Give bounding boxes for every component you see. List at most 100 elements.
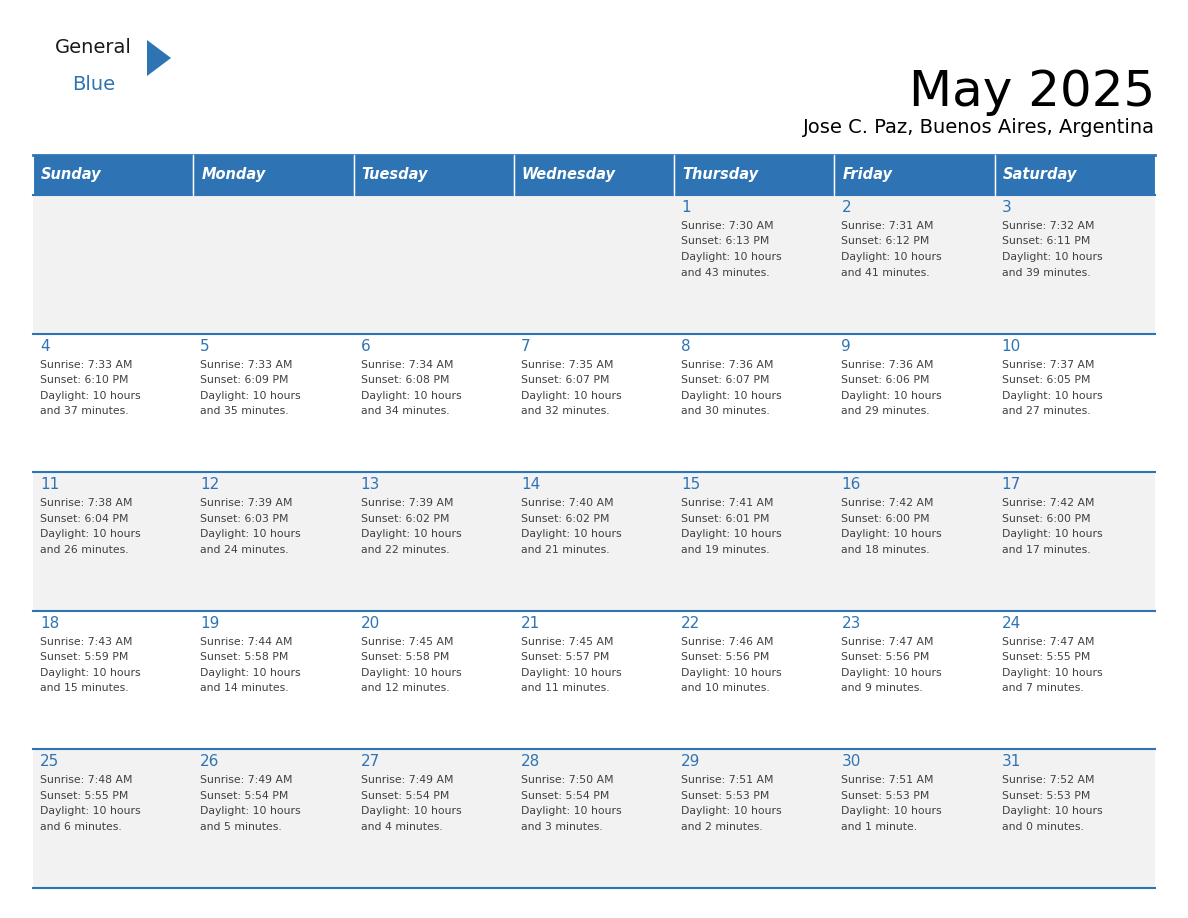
- Text: Daylight: 10 hours: Daylight: 10 hours: [40, 390, 140, 400]
- Text: and 6 minutes.: and 6 minutes.: [40, 822, 121, 832]
- Text: Sunrise: 7:42 AM: Sunrise: 7:42 AM: [1001, 498, 1094, 509]
- Text: Daylight: 10 hours: Daylight: 10 hours: [1001, 667, 1102, 677]
- Text: Daylight: 10 hours: Daylight: 10 hours: [361, 529, 461, 539]
- Text: Sunrise: 7:30 AM: Sunrise: 7:30 AM: [681, 221, 773, 231]
- Text: Daylight: 10 hours: Daylight: 10 hours: [40, 667, 140, 677]
- Bar: [354, 749, 514, 888]
- Text: and 9 minutes.: and 9 minutes.: [841, 683, 923, 693]
- Text: Sunset: 6:06 PM: Sunset: 6:06 PM: [841, 375, 930, 385]
- Text: and 10 minutes.: and 10 minutes.: [681, 683, 770, 693]
- Text: Sunrise: 7:40 AM: Sunrise: 7:40 AM: [520, 498, 613, 509]
- Text: 8: 8: [681, 339, 690, 353]
- Text: and 26 minutes.: and 26 minutes.: [40, 544, 128, 554]
- Text: Sunrise: 7:45 AM: Sunrise: 7:45 AM: [520, 637, 613, 647]
- Bar: [674, 749, 834, 888]
- Bar: [674, 610, 834, 749]
- Text: and 15 minutes.: and 15 minutes.: [40, 683, 128, 693]
- Text: Daylight: 10 hours: Daylight: 10 hours: [201, 390, 301, 400]
- Bar: [354, 333, 514, 472]
- Text: 25: 25: [40, 755, 59, 769]
- Bar: [834, 333, 994, 472]
- Text: and 14 minutes.: and 14 minutes.: [201, 683, 289, 693]
- Text: Daylight: 10 hours: Daylight: 10 hours: [841, 529, 942, 539]
- Text: Sunrise: 7:45 AM: Sunrise: 7:45 AM: [361, 637, 453, 647]
- Text: and 34 minutes.: and 34 minutes.: [361, 406, 449, 416]
- Bar: [194, 749, 354, 888]
- Text: Daylight: 10 hours: Daylight: 10 hours: [1001, 252, 1102, 262]
- Text: Sunrise: 7:47 AM: Sunrise: 7:47 AM: [1001, 637, 1094, 647]
- Text: Sunset: 5:58 PM: Sunset: 5:58 PM: [201, 653, 289, 662]
- Text: Sunset: 6:13 PM: Sunset: 6:13 PM: [681, 237, 770, 247]
- Text: 28: 28: [520, 755, 541, 769]
- Bar: [994, 195, 1155, 333]
- Text: Daylight: 10 hours: Daylight: 10 hours: [1001, 806, 1102, 816]
- Text: and 24 minutes.: and 24 minutes.: [201, 544, 289, 554]
- Bar: [834, 195, 994, 333]
- Text: 21: 21: [520, 616, 541, 631]
- Text: and 39 minutes.: and 39 minutes.: [1001, 267, 1091, 277]
- Bar: [33, 333, 194, 472]
- Text: and 7 minutes.: and 7 minutes.: [1001, 683, 1083, 693]
- Text: Sunrise: 7:41 AM: Sunrise: 7:41 AM: [681, 498, 773, 509]
- Bar: [33, 155, 194, 195]
- Text: Sunrise: 7:31 AM: Sunrise: 7:31 AM: [841, 221, 934, 231]
- Bar: [194, 610, 354, 749]
- Text: and 27 minutes.: and 27 minutes.: [1001, 406, 1091, 416]
- Text: Daylight: 10 hours: Daylight: 10 hours: [361, 390, 461, 400]
- Text: Sunrise: 7:49 AM: Sunrise: 7:49 AM: [201, 776, 292, 786]
- Text: Jose C. Paz, Buenos Aires, Argentina: Jose C. Paz, Buenos Aires, Argentina: [803, 118, 1155, 137]
- Text: Daylight: 10 hours: Daylight: 10 hours: [520, 529, 621, 539]
- Text: Sunrise: 7:36 AM: Sunrise: 7:36 AM: [841, 360, 934, 370]
- Text: Sunrise: 7:39 AM: Sunrise: 7:39 AM: [361, 498, 453, 509]
- Text: Blue: Blue: [72, 75, 115, 94]
- Bar: [994, 333, 1155, 472]
- Text: 20: 20: [361, 616, 380, 631]
- Text: and 11 minutes.: and 11 minutes.: [520, 683, 609, 693]
- Text: Sunrise: 7:48 AM: Sunrise: 7:48 AM: [40, 776, 133, 786]
- Bar: [33, 195, 194, 333]
- Text: Daylight: 10 hours: Daylight: 10 hours: [1001, 529, 1102, 539]
- Text: and 18 minutes.: and 18 minutes.: [841, 544, 930, 554]
- Text: Daylight: 10 hours: Daylight: 10 hours: [361, 806, 461, 816]
- Polygon shape: [147, 40, 171, 76]
- Text: Sunrise: 7:47 AM: Sunrise: 7:47 AM: [841, 637, 934, 647]
- Text: Sunrise: 7:38 AM: Sunrise: 7:38 AM: [40, 498, 133, 509]
- Text: Sunrise: 7:44 AM: Sunrise: 7:44 AM: [201, 637, 292, 647]
- Bar: [994, 610, 1155, 749]
- Text: 16: 16: [841, 477, 861, 492]
- Text: Sunset: 5:54 PM: Sunset: 5:54 PM: [201, 791, 289, 800]
- Bar: [354, 610, 514, 749]
- Text: Sunrise: 7:46 AM: Sunrise: 7:46 AM: [681, 637, 773, 647]
- Bar: [834, 610, 994, 749]
- Text: Daylight: 10 hours: Daylight: 10 hours: [841, 667, 942, 677]
- Bar: [194, 472, 354, 610]
- Text: May 2025: May 2025: [909, 68, 1155, 116]
- Text: Sunrise: 7:50 AM: Sunrise: 7:50 AM: [520, 776, 613, 786]
- Bar: [354, 195, 514, 333]
- Text: Thursday: Thursday: [682, 167, 758, 183]
- Text: 22: 22: [681, 616, 701, 631]
- Bar: [834, 472, 994, 610]
- Text: Sunrise: 7:39 AM: Sunrise: 7:39 AM: [201, 498, 292, 509]
- Text: Sunrise: 7:35 AM: Sunrise: 7:35 AM: [520, 360, 613, 370]
- Text: and 35 minutes.: and 35 minutes.: [201, 406, 289, 416]
- Text: Daylight: 10 hours: Daylight: 10 hours: [520, 806, 621, 816]
- Text: Sunset: 5:55 PM: Sunset: 5:55 PM: [40, 791, 128, 800]
- Text: Sunset: 6:09 PM: Sunset: 6:09 PM: [201, 375, 289, 385]
- Text: Sunset: 5:56 PM: Sunset: 5:56 PM: [841, 653, 930, 662]
- Text: Sunrise: 7:51 AM: Sunrise: 7:51 AM: [681, 776, 773, 786]
- Text: 15: 15: [681, 477, 701, 492]
- Bar: [994, 155, 1155, 195]
- Text: Daylight: 10 hours: Daylight: 10 hours: [201, 667, 301, 677]
- Text: 6: 6: [361, 339, 371, 353]
- Text: Sunrise: 7:37 AM: Sunrise: 7:37 AM: [1001, 360, 1094, 370]
- Bar: [994, 749, 1155, 888]
- Text: 26: 26: [201, 755, 220, 769]
- Text: Sunrise: 7:42 AM: Sunrise: 7:42 AM: [841, 498, 934, 509]
- Bar: [514, 472, 674, 610]
- Bar: [834, 749, 994, 888]
- Text: and 19 minutes.: and 19 minutes.: [681, 544, 770, 554]
- Text: Sunset: 6:00 PM: Sunset: 6:00 PM: [1001, 514, 1091, 523]
- Text: Sunset: 5:53 PM: Sunset: 5:53 PM: [1001, 791, 1091, 800]
- Text: Wednesday: Wednesday: [522, 167, 615, 183]
